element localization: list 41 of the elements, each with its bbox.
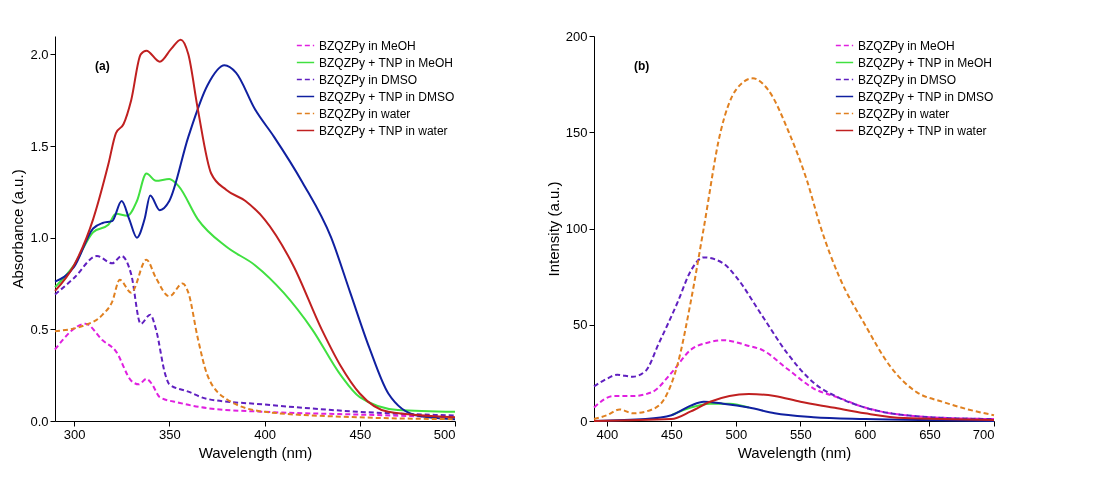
y-tick-label: 50 [573,317,588,333]
y-tick-label: 0 [580,413,588,429]
legend-label: BZQZPy in water [858,106,950,121]
x-tick-label: 400 [596,426,619,442]
legend-label: BZQZPy + TNP in DMSO [858,89,994,104]
y-axis-title: Absorbance (a.u.) [9,169,27,289]
x-tick-label: 550 [790,426,812,442]
x-tick-label: 500 [433,426,456,442]
x-axis-title: Wavelength (nm) [737,443,852,461]
legend-label: BZQZPy + TNP in water [319,123,448,138]
y-tick-label: 0.5 [30,321,49,337]
y-tick-label: 1.0 [30,230,49,246]
legend-label: BZQZPy in DMSO [319,72,418,87]
x-tick-label: 350 [158,426,181,442]
x-tick-label: 500 [725,426,748,442]
line-series [54,172,456,413]
x-tick-label: 450 [349,426,372,442]
x-axis-title: Wavelength (nm) [198,443,313,461]
x-tick-label: 450 [661,426,683,442]
legend-label: BZQZPy in MeOH [858,38,955,53]
x-tick-label: 700 [972,426,995,442]
legend-label: BZQZPy in MeOH [319,38,416,53]
annotation: (b) [634,59,650,73]
y-tick-label: 150 [565,124,588,140]
legend-label: BZQZPy + TNP in DMSO [319,89,455,104]
y-tick-label: 0.0 [30,413,49,429]
x-tick-label: 400 [254,426,276,442]
x-tick-label: 650 [919,426,941,442]
legend-label: BZQZPy + TNP in water [858,123,987,138]
y-tick-label: 100 [565,221,588,236]
x-tick-label: 600 [854,426,877,442]
y-tick-label: 2.0 [30,46,49,62]
y-tick-label: 1.5 [30,138,49,154]
legend-label: BZQZPy + TNP in MeOH [319,55,453,70]
legend-label: BZQZPy in water [319,106,411,121]
x-tick-label: 300 [63,426,86,442]
annotation: (a) [95,59,110,73]
legend-label: BZQZPy + TNP in MeOH [858,55,992,70]
y-tick-label: 200 [565,28,588,44]
y-axis-title: Intensity (a.u.) [544,181,562,277]
legend-label: BZQZPy in DMSO [858,72,957,87]
